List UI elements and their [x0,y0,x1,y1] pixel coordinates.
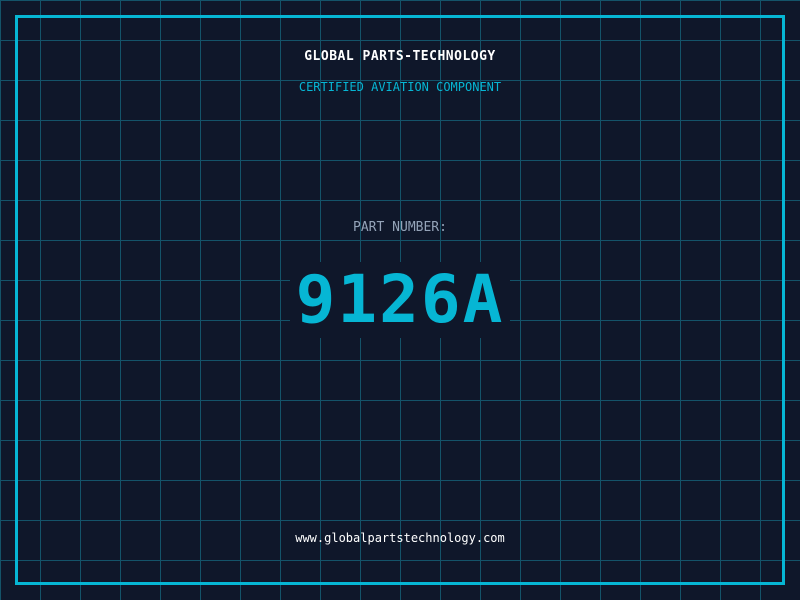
part-number-value: 9126A [289,262,511,338]
part-number-label: PART NUMBER: [353,220,447,235]
certification-subtitle: CERTIFIED AVIATION COMPONENT [298,80,502,94]
part-number-container: 9126A [0,262,800,338]
website-link[interactable]: www.globalpartstechnology.com [295,531,505,545]
border-frame [15,15,785,585]
company-name: GLOBAL PARTS-TECHNOLOGY [304,49,496,64]
